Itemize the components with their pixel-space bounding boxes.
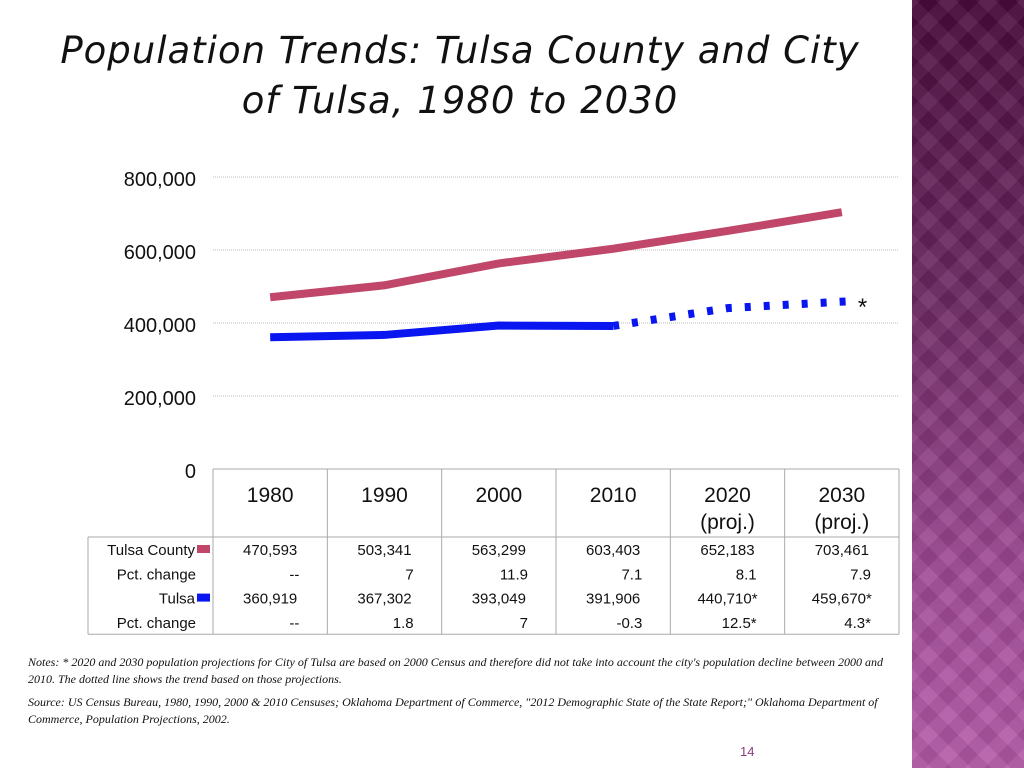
table-cell: 703,461: [815, 542, 869, 559]
title-line-1: Population Trends: Tulsa County and City: [60, 29, 860, 72]
table-cell: -0.3: [616, 615, 642, 632]
x-category-label: 2000: [475, 484, 522, 507]
table-cell: 7: [405, 566, 413, 583]
table-row-label: Pct. change: [117, 615, 196, 632]
table-cell: 603,403: [586, 542, 640, 559]
projection-asterisk: *: [858, 294, 867, 321]
population-chart: 0 200,000 400,000 600,000 800,000 * 1980 1990 20…: [87, 169, 900, 635]
x-category-label: 2030: [818, 484, 865, 507]
table-cell: 391,906: [586, 591, 640, 608]
table-row-label: Tulsa: [159, 591, 196, 608]
legend-swatch: [197, 545, 210, 553]
table-cell: 1.8: [393, 615, 414, 632]
notes-text: Notes: * 2020 and 2030 population projec…: [28, 655, 884, 686]
table-cell: --: [289, 615, 299, 632]
table-cell: 12.5*: [722, 615, 757, 632]
y-tick-label: 400,000: [124, 315, 196, 337]
table-cell: 393,049: [472, 591, 526, 608]
y-tick-label: 600,000: [124, 242, 196, 264]
series-line-0: [269, 208, 843, 302]
title-line-2: of Tulsa, 1980 to 2030: [241, 79, 679, 122]
x-category-label: 2020: [704, 484, 751, 507]
x-category-label: 1990: [361, 484, 408, 507]
x-category-sublabel: (proj.): [814, 511, 869, 534]
page-number: 14: [740, 744, 755, 759]
series-projection-line-1: [612, 297, 851, 330]
table-cell: 367,302: [357, 591, 411, 608]
x-category-sublabel: (proj.): [700, 511, 755, 534]
table-cell: 7.9: [850, 566, 871, 583]
notes: Notes: * 2020 and 2030 population projec…: [28, 654, 888, 734]
x-category-label: 2010: [590, 484, 637, 507]
table-cell: 652,183: [700, 542, 754, 559]
table-row-label: Pct. change: [117, 566, 196, 583]
table-cell: 7: [520, 615, 528, 632]
table-cell: 503,341: [357, 542, 411, 559]
table-cell: --: [289, 566, 299, 583]
table-cell: 459,670*: [812, 591, 872, 608]
table-row-label: Tulsa County: [107, 542, 195, 559]
table-cell: 440,710*: [697, 591, 757, 608]
x-category-label: 1980: [247, 484, 294, 507]
source-text: Source: US Census Bureau, 1980, 1990, 20…: [28, 695, 878, 726]
table-cell: 8.1: [736, 566, 757, 583]
slide-title: Population Trends: Tulsa County and City…: [20, 26, 900, 126]
y-tick-label: 200,000: [124, 388, 196, 410]
table-cell: 563,299: [472, 542, 526, 559]
legend-swatch: [197, 593, 210, 602]
series-line-1: [270, 321, 614, 342]
table-cell: 11.9: [500, 566, 528, 583]
table-cell: 7.1: [621, 566, 642, 583]
table-cell: 470,593: [243, 542, 297, 559]
table-cell: 360,919: [243, 591, 297, 608]
table-cell: 4.3*: [844, 615, 871, 632]
y-tick-label: 0: [185, 461, 196, 483]
decorative-side-panel: [912, 0, 1024, 768]
y-tick-label: 800,000: [124, 169, 196, 191]
